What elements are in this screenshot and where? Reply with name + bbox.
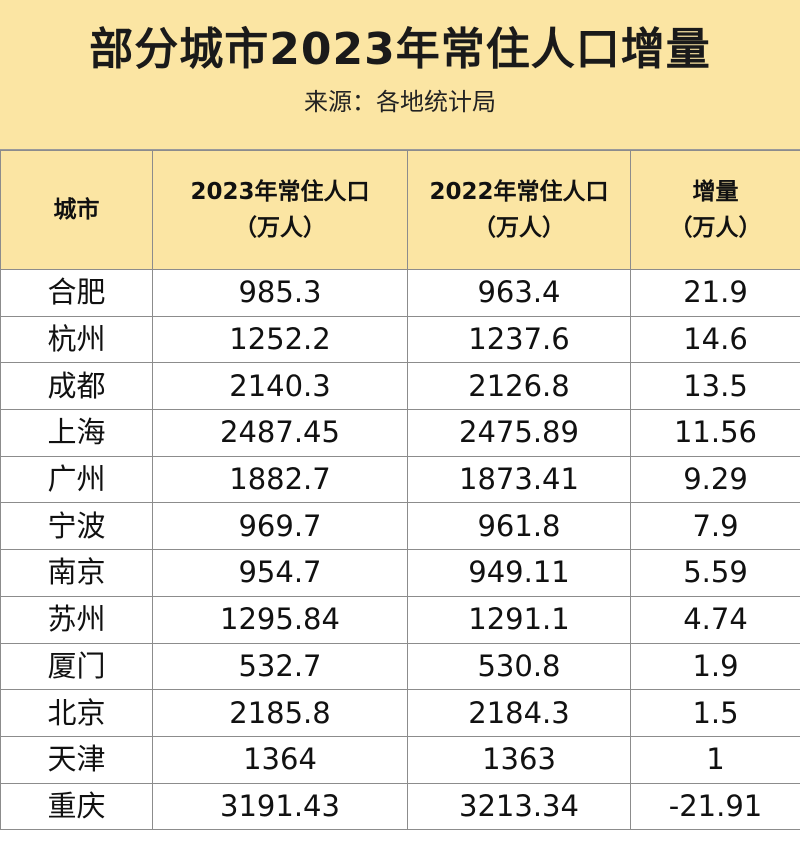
cell-increase: 5.59 <box>630 549 800 597</box>
header-city-label: 城市 <box>53 197 100 223</box>
header-increase-label: 增量 <box>692 179 739 205</box>
cell-city: 上海 <box>0 409 153 457</box>
cell-increase: 1.9 <box>630 642 800 691</box>
header-pop-2023: 2023年常住人口 （万人） <box>152 150 408 270</box>
cell-pop-2022: 2184.3 <box>407 689 631 737</box>
population-table: 城市 2023年常住人口 （万人） 2022年常住人口 （万人） 增量 （万人）… <box>0 150 800 831</box>
cell-increase: 21.9 <box>630 269 800 317</box>
cell-pop-2022: 2126.8 <box>407 362 631 411</box>
cell-pop-2023: 1295.84 <box>152 595 408 644</box>
table-row: 北京 2185.8 2184.3 1.5 <box>0 689 800 737</box>
header-increase-unit: （万人） <box>669 215 762 241</box>
cell-increase: 4.74 <box>630 595 800 644</box>
cell-pop-2023: 985.3 <box>152 269 408 317</box>
header-pop-2022-unit: （万人） <box>473 215 565 241</box>
cell-increase: 14.6 <box>630 315 800 364</box>
cell-increase: 9.29 <box>630 455 800 504</box>
header-increase: 增量 （万人） <box>630 150 800 270</box>
cell-pop-2023: 2487.45 <box>152 409 408 457</box>
table-row: 天津 1364 1363 1 <box>0 735 800 784</box>
page-title: 部分城市2023年常住人口增量 <box>89 24 711 75</box>
cell-pop-2022: 530.8 <box>407 642 631 691</box>
source-subtitle: 来源：各地统计局 <box>304 88 496 116</box>
cell-increase: 11.56 <box>630 409 800 457</box>
cell-pop-2023: 1364 <box>152 735 408 784</box>
cell-city: 厦门 <box>0 642 153 691</box>
cell-pop-2022: 1237.6 <box>407 315 631 364</box>
table-row: 合肥 985.3 963.4 21.9 <box>0 269 800 317</box>
table-row: 宁波 969.7 961.8 7.9 <box>0 502 800 551</box>
cell-pop-2022: 2475.89 <box>407 409 631 457</box>
table-row: 厦门 532.7 530.8 1.9 <box>0 642 800 691</box>
cell-city: 重庆 <box>0 782 153 831</box>
header-pop-2023-unit: （万人） <box>234 215 326 241</box>
cell-city: 广州 <box>0 455 153 504</box>
cell-city: 南京 <box>0 549 153 597</box>
table-row: 苏州 1295.84 1291.1 4.74 <box>0 595 800 644</box>
cell-pop-2023: 1252.2 <box>152 315 408 364</box>
cell-pop-2022: 1873.41 <box>407 455 631 504</box>
cell-increase: 1 <box>630 735 800 784</box>
cell-city: 合肥 <box>0 269 153 317</box>
table-row: 杭州 1252.2 1237.6 14.6 <box>0 315 800 364</box>
header-pop-2022-label: 2022年常住人口 <box>429 179 609 205</box>
cell-pop-2022: 949.11 <box>407 549 631 597</box>
table-header-row: 城市 2023年常住人口 （万人） 2022年常住人口 （万人） 增量 （万人） <box>0 150 800 270</box>
cell-pop-2023: 954.7 <box>152 549 408 597</box>
cell-city: 苏州 <box>0 595 153 644</box>
cell-increase: 13.5 <box>630 362 800 411</box>
table-row: 成都 2140.3 2126.8 13.5 <box>0 362 800 411</box>
cell-city: 杭州 <box>0 315 153 364</box>
cell-pop-2023: 532.7 <box>152 642 408 691</box>
cell-city: 北京 <box>0 689 153 737</box>
cell-increase: 1.5 <box>630 689 800 737</box>
header-pop-2023-label: 2023年常住人口 <box>190 179 370 205</box>
cell-increase: 7.9 <box>630 502 800 551</box>
cell-pop-2023: 1882.7 <box>152 455 408 504</box>
cell-pop-2023: 2185.8 <box>152 689 408 737</box>
cell-city: 天津 <box>0 735 153 784</box>
cell-pop-2023: 3191.43 <box>152 782 408 831</box>
cell-pop-2022: 3213.34 <box>407 782 631 831</box>
header-pop-2022: 2022年常住人口 （万人） <box>407 150 631 270</box>
table-row: 南京 954.7 949.11 5.59 <box>0 549 800 597</box>
table-row: 重庆 3191.43 3213.34 -21.91 <box>0 782 800 831</box>
cell-city: 成都 <box>0 362 153 411</box>
cell-pop-2022: 961.8 <box>407 502 631 551</box>
cell-pop-2023: 2140.3 <box>152 362 408 411</box>
cell-pop-2023: 969.7 <box>152 502 408 551</box>
title-block: 部分城市2023年常住人口增量 来源：各地统计局 <box>0 0 800 150</box>
cell-city: 宁波 <box>0 502 153 551</box>
table-row: 上海 2487.45 2475.89 11.56 <box>0 409 800 457</box>
cell-increase: -21.91 <box>630 782 800 831</box>
cell-pop-2022: 1291.1 <box>407 595 631 644</box>
table-row: 广州 1882.7 1873.41 9.29 <box>0 455 800 504</box>
cell-pop-2022: 1363 <box>407 735 631 784</box>
header-city: 城市 <box>0 150 153 270</box>
cell-pop-2022: 963.4 <box>407 269 631 317</box>
